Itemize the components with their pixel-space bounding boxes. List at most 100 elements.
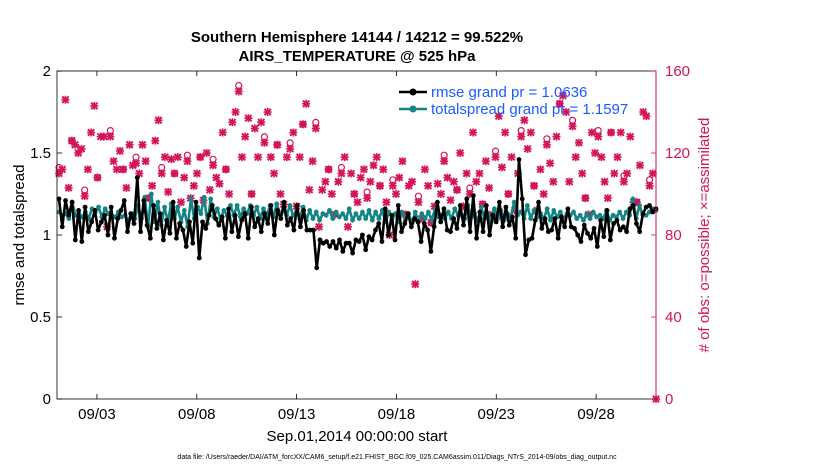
rmse-point [497,199,502,205]
obs-assimilated-marker [639,108,648,116]
rmse-point [268,203,274,208]
obs-assimilated-marker [452,185,461,194]
totalspread-point [330,216,336,222]
obs-assimilated-marker [619,177,628,186]
obs-assimilated-marker [523,144,532,153]
obs-assimilated-marker [343,222,352,231]
rmse-point [412,216,417,222]
rmse-point [284,222,290,228]
obs-assimilated-marker [302,99,311,108]
obs-assimilated-marker [424,181,433,190]
rmse-point [373,227,378,233]
obs-assimilated-marker [58,165,67,174]
rmse-point [209,203,215,208]
rmse-point [558,214,564,220]
obs-assimilated-marker [491,153,500,162]
rmse-point [160,237,166,243]
rmse-point [281,199,287,205]
rmse-point [167,230,173,236]
obs-assimilated-marker [539,190,548,198]
obs-assimilated-marker [122,183,131,192]
rmse-point [441,206,447,212]
totalspread-point [386,209,392,215]
totalspread-point [336,214,342,220]
rmse-point [151,203,157,208]
obs-assimilated-marker [462,169,471,178]
totalspread-point [208,196,214,202]
rmse-point [408,224,414,230]
obs-assimilated-marker [318,185,327,194]
obs-assimilated-marker [420,165,429,174]
rmse-point [121,198,127,203]
obs-assimilated-marker [115,146,124,155]
rmse-point [594,244,600,249]
totalspread-point [524,203,530,208]
rmse-point [206,212,212,218]
y-axis-left-label: rmse and totalspread [11,165,28,306]
obs-assimilated-marker [173,153,182,162]
rmse-point [529,235,535,241]
rmse-point [177,221,183,226]
obs-assimilated-marker [164,187,173,196]
rmse-point [239,217,245,223]
rmse-point [572,226,577,231]
rmse-point [405,211,411,217]
obs-assimilated-marker [497,163,506,172]
rmse-point [245,235,251,241]
obs-assimilated-marker [350,190,359,198]
obs-assimilated-marker [571,153,580,162]
rmse-point [539,226,545,231]
obs-assimilated-marker [635,161,644,170]
obs-assimilated-marker [581,194,590,203]
legend-label-rmse: rmse grand pr = 1.0636 [431,84,587,101]
obs-assimilated-marker [125,140,134,149]
rmse-point [190,240,196,246]
obs-assimilated-marker [375,181,384,190]
rmse-point [464,196,470,202]
rmse-point [637,229,643,235]
obs-assimilated-marker [449,177,458,186]
obs-assimilated-marker [456,149,465,157]
obs-assimilated-marker [433,179,442,188]
obs-assimilated-marker [603,194,612,203]
totalspread-point [452,206,458,212]
legend-label-totalspread: totalspread grand pr = 1.1597 [431,101,628,118]
x-tick-label: 09/18 [378,406,416,423]
obs-assimilated-marker [170,169,179,178]
rmse-point [611,221,616,226]
rmse-point [578,239,584,244]
obs-assimilated-marker [295,153,304,162]
rmse-point [222,235,228,241]
rmse-point [650,209,656,215]
rmse-point [513,235,519,241]
y-axis-right-label: # of obs: o=possible; ×=assimilated [696,118,713,353]
rmse-point [85,229,91,235]
title-line-1: Southern Hemisphere 14144 / 14212 = 99.5… [191,29,523,46]
totalspread-point [214,206,220,212]
rmse-point [581,222,587,228]
obs-assimilated-marker [408,177,417,186]
obs-assimilated-marker [504,190,513,198]
totalspread-point [241,206,247,212]
rmse-point [454,226,460,231]
obs-assimilated-marker [138,140,147,149]
obs-assimilated-marker [613,153,622,162]
rmse-point [314,265,320,271]
rmse-point [258,229,264,235]
rmse-point [477,209,483,215]
obs-assimilated-marker [366,177,375,186]
rmse-point [510,214,515,220]
obs-assimilated-marker [626,132,635,141]
totalspread-point [491,206,497,212]
rmse-point [154,226,160,231]
obs-assimilated-marker [247,190,256,198]
rmse-point [200,219,205,225]
rmse-point [379,239,385,244]
rmse-point [519,196,525,202]
rmse-point [180,227,186,233]
obs-assimilated-marker [475,169,484,178]
obs-assimilated-marker [485,183,494,192]
obs-assimilated-marker [250,124,259,133]
totalspread-point [188,196,194,202]
